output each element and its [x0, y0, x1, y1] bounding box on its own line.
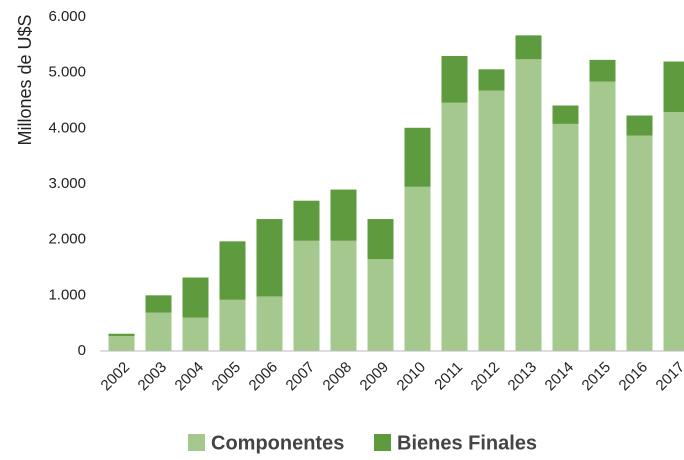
x-tick-label: 2003 [135, 359, 171, 395]
x-tick-label: 2006 [246, 359, 282, 395]
bar-segment [441, 55, 468, 103]
x-tick-label: 2010 [394, 359, 430, 395]
bar-segment [367, 219, 394, 260]
x-tick-label: 2016 [616, 359, 652, 395]
bar-segment [108, 333, 135, 336]
x-tick-label: 2004 [172, 359, 208, 395]
x-tick-label: 2008 [320, 359, 356, 395]
bar-segment [589, 59, 616, 82]
bar-segment [663, 112, 684, 351]
y-tick-label: 0 [78, 342, 86, 359]
legend-swatch [188, 434, 205, 451]
legend-label: Componentes [211, 432, 344, 454]
bar-segment [626, 115, 653, 136]
bar-segment [182, 277, 209, 318]
x-tick-label: 2014 [542, 359, 578, 395]
x-tick-label: 2005 [209, 359, 245, 395]
bar-segment [552, 123, 579, 351]
bar-segment [552, 105, 579, 124]
y-axis-title: Millones de U$S [15, 14, 35, 145]
y-tick-label: 6.000 [48, 8, 86, 25]
legend: Componentes Bienes Finales [188, 432, 537, 454]
bar-segment [219, 299, 246, 351]
bar-segment [330, 189, 357, 241]
bar-segment [367, 259, 394, 351]
x-tick-label: 2009 [357, 359, 393, 395]
bar-segment [108, 335, 135, 351]
x-tick-label: 2013 [505, 359, 541, 395]
bar-segment [478, 90, 505, 351]
bar-segment [404, 186, 431, 351]
x-tick-label: 2007 [283, 359, 319, 395]
y-tick-label: 1.000 [48, 286, 86, 303]
bar-segment [293, 240, 320, 351]
bar-segment [219, 241, 246, 300]
bar-segment [441, 102, 468, 351]
y-tick-label: 3.000 [48, 175, 86, 192]
bar-segment [404, 127, 431, 187]
bar-segment [256, 219, 283, 297]
bar-segment [626, 135, 653, 351]
bar-segment [478, 69, 505, 91]
bar-segment [515, 59, 542, 351]
y-tick-label: 2.000 [48, 231, 86, 248]
x-tick-label: 2012 [468, 359, 504, 395]
bar-segment [589, 81, 616, 351]
bar-segment [293, 200, 320, 241]
legend-swatch [374, 434, 391, 451]
bar-segment [182, 317, 209, 351]
y-tick-label: 4.000 [48, 119, 86, 136]
x-tick-label: 2015 [579, 359, 615, 395]
legend-label: Bienes Finales [397, 432, 537, 454]
x-tick-label: 2002 [98, 359, 134, 395]
bar-segment [145, 295, 172, 313]
x-tick-label: 2011 [431, 359, 466, 394]
bar-segment [256, 296, 283, 351]
x-tick-label: 2017 [653, 359, 684, 395]
bar-segment [515, 35, 542, 60]
y-tick-label: 5.000 [48, 64, 86, 81]
bar-segment [663, 61, 684, 113]
bar-segment [330, 240, 357, 351]
bar-segment [145, 312, 172, 351]
